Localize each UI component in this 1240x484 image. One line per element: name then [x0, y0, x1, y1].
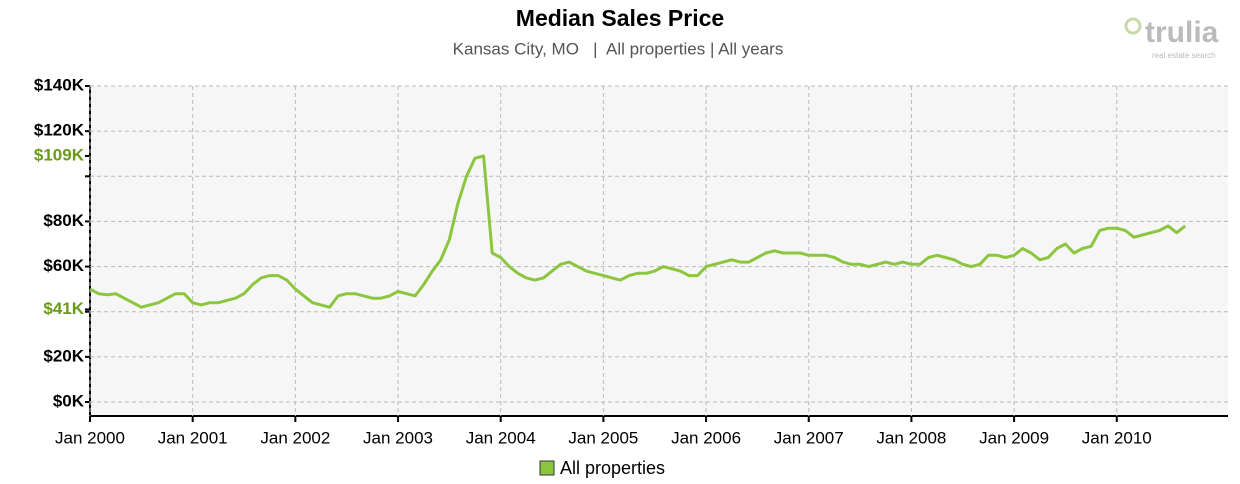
x-tick-label: Jan 2007 — [774, 428, 844, 447]
chart-subtitle: Kansas City, MO | All properties | All y… — [453, 39, 784, 58]
logo-icon — [1124, 17, 1142, 35]
y-tick-label: $140K — [34, 75, 85, 94]
x-tick-label: Jan 2003 — [363, 428, 433, 447]
x-tick-label: Jan 2002 — [260, 428, 330, 447]
logo: trulia — [1145, 16, 1219, 49]
legend-label: All properties — [560, 458, 665, 478]
y-tick-label: $20K — [43, 346, 84, 365]
x-tick-label: Jan 2008 — [876, 428, 946, 447]
highlight-tick-label: $41K — [43, 299, 84, 318]
chart-title: Median Sales Price — [516, 5, 724, 31]
x-tick-label: Jan 2009 — [979, 428, 1049, 447]
series-line — [89, 154, 1187, 309]
x-tick-label: Jan 2006 — [671, 428, 741, 447]
y-tick-label: $80K — [43, 211, 84, 230]
highlight-tick-label: $109K — [34, 145, 85, 164]
x-tick-label: Jan 2000 — [55, 428, 125, 447]
x-tick-label: Jan 2001 — [158, 428, 228, 447]
x-tick-label: Jan 2004 — [466, 428, 536, 447]
x-tick-label: Jan 2010 — [1082, 428, 1152, 447]
y-tick-label: $120K — [34, 121, 85, 140]
legend-swatch — [539, 460, 555, 476]
y-tick-label: $60K — [43, 256, 84, 275]
x-tick-label: Jan 2005 — [568, 428, 638, 447]
logo-tagline: real estate search — [1152, 51, 1216, 60]
plot-background — [90, 86, 1228, 416]
y-tick-label: $0K — [53, 391, 85, 410]
